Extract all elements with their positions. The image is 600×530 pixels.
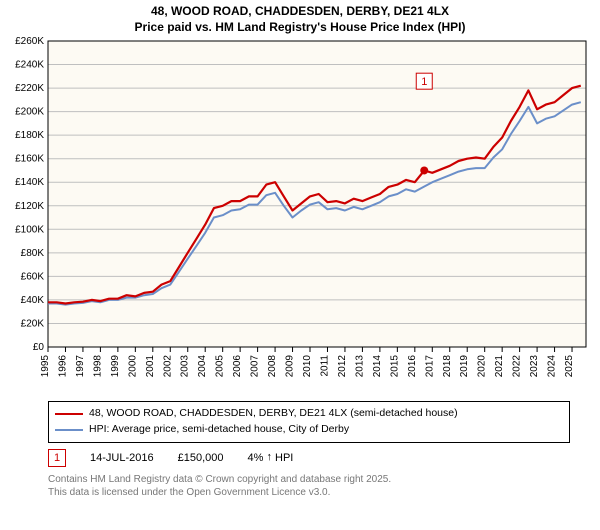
svg-text:£80K: £80K	[21, 248, 45, 259]
svg-text:£200K: £200K	[15, 107, 44, 118]
svg-text:£160K: £160K	[15, 154, 44, 165]
svg-text:£20K: £20K	[21, 319, 45, 330]
legend-item: 48, WOOD ROAD, CHADDESDEN, DERBY, DE21 4…	[55, 406, 563, 422]
transaction-price: £150,000	[178, 452, 224, 464]
svg-text:2017: 2017	[424, 355, 435, 378]
svg-text:2016: 2016	[407, 355, 418, 378]
legend-swatch	[55, 413, 83, 415]
svg-text:2006: 2006	[232, 355, 243, 378]
svg-text:1995: 1995	[40, 355, 51, 378]
transaction-date: 14-JUL-2016	[90, 452, 154, 464]
svg-text:£260K: £260K	[15, 36, 44, 47]
svg-text:2009: 2009	[285, 355, 296, 378]
svg-text:2022: 2022	[512, 355, 523, 378]
svg-text:2013: 2013	[354, 355, 365, 378]
svg-text:2005: 2005	[215, 355, 226, 378]
svg-text:£140K: £140K	[15, 177, 44, 188]
transaction-list: 1 14-JUL-2016 £150,000 4% ↑ HPI	[0, 449, 600, 467]
legend-label: 48, WOOD ROAD, CHADDESDEN, DERBY, DE21 4…	[89, 406, 458, 422]
svg-text:£240K: £240K	[15, 60, 44, 71]
svg-text:1: 1	[421, 76, 427, 88]
svg-text:2011: 2011	[319, 355, 330, 377]
svg-text:2019: 2019	[459, 355, 470, 378]
legend-item: HPI: Average price, semi-detached house,…	[55, 422, 563, 438]
svg-text:£100K: £100K	[15, 224, 44, 235]
svg-text:2002: 2002	[162, 355, 173, 378]
svg-text:£40K: £40K	[21, 295, 45, 306]
svg-text:2025: 2025	[564, 355, 575, 378]
svg-text:2023: 2023	[529, 355, 540, 378]
svg-text:2018: 2018	[442, 355, 453, 378]
svg-text:2003: 2003	[180, 355, 191, 378]
chart-area: £0 £20K £40K £60K £80K £100K £120K £140K £160K £1…	[0, 35, 600, 395]
attribution-line2: This data is licensed under the Open Gov…	[48, 486, 570, 499]
transaction-marker: 1	[48, 449, 66, 467]
svg-text:2000: 2000	[127, 355, 138, 378]
legend-label: HPI: Average price, semi-detached house,…	[89, 422, 349, 438]
transaction-row: 1 14-JUL-2016 £150,000 4% ↑ HPI	[48, 449, 570, 467]
transaction-delta: 4% ↑ HPI	[247, 452, 293, 464]
svg-text:1998: 1998	[92, 355, 103, 378]
svg-text:2008: 2008	[267, 355, 278, 378]
svg-text:1996: 1996	[57, 355, 68, 378]
svg-text:1999: 1999	[110, 355, 121, 378]
svg-text:2010: 2010	[302, 355, 313, 378]
title-line2: Price paid vs. HM Land Registry's House …	[0, 20, 600, 36]
chart-title: 48, WOOD ROAD, CHADDESDEN, DERBY, DE21 4…	[0, 4, 600, 35]
svg-text:2012: 2012	[337, 355, 348, 378]
svg-text:2024: 2024	[547, 355, 558, 378]
svg-text:£0: £0	[33, 342, 45, 353]
legend: 48, WOOD ROAD, CHADDESDEN, DERBY, DE21 4…	[48, 401, 570, 443]
svg-text:1997: 1997	[75, 355, 86, 378]
svg-text:2007: 2007	[250, 355, 261, 378]
svg-text:2014: 2014	[372, 355, 383, 378]
svg-text:2001: 2001	[145, 355, 156, 378]
legend-swatch	[55, 429, 83, 431]
svg-text:2021: 2021	[494, 355, 505, 378]
svg-text:£180K: £180K	[15, 130, 44, 141]
attribution-line1: Contains HM Land Registry data © Crown c…	[48, 473, 570, 486]
svg-text:2020: 2020	[477, 355, 488, 378]
attribution: Contains HM Land Registry data © Crown c…	[48, 473, 570, 499]
svg-text:£60K: £60K	[21, 272, 45, 283]
svg-text:£220K: £220K	[15, 83, 44, 94]
svg-text:2015: 2015	[389, 355, 400, 378]
title-line1: 48, WOOD ROAD, CHADDESDEN, DERBY, DE21 4…	[0, 4, 600, 20]
svg-text:2004: 2004	[197, 355, 208, 378]
svg-text:£120K: £120K	[15, 201, 44, 212]
line-chart-svg: £0 £20K £40K £60K £80K £100K £120K £140K £160K £1…	[0, 35, 600, 395]
